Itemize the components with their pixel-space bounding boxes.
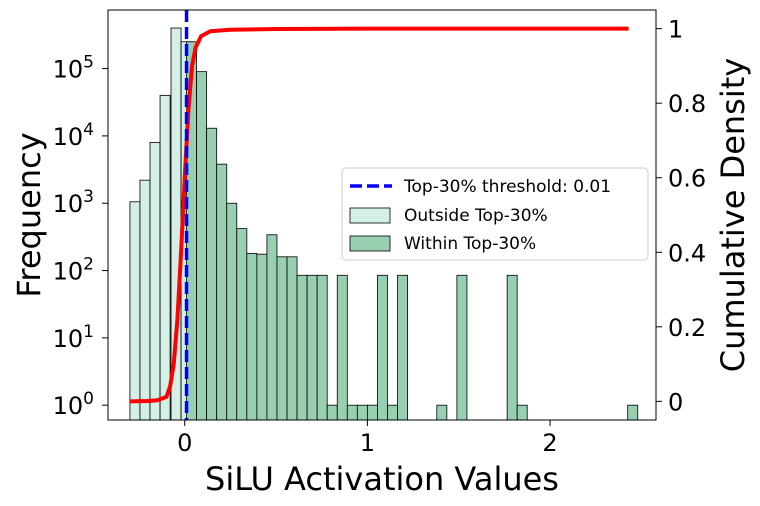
within-bar-19 — [377, 274, 388, 421]
y2-tick-label-0: 0 — [668, 388, 683, 416]
legend-within-swatch — [349, 235, 391, 252]
within-bar-2 — [206, 127, 218, 421]
outside-bar-1 — [139, 179, 151, 421]
within-bar-17 — [356, 404, 368, 421]
within-bar-23 — [456, 274, 468, 421]
cdf-layer — [129, 26, 629, 404]
within-bar-10 — [286, 256, 298, 421]
outside-bar-0 — [129, 201, 141, 421]
y-tick-label-3: 103 — [53, 187, 94, 218]
within-bar-13 — [316, 274, 328, 421]
plot-frame — [107, 9, 657, 421]
within-bar-25 — [516, 404, 528, 421]
x-tick-label-1: 1 — [360, 429, 375, 457]
y2-tick-label-1: 0.2 — [668, 314, 706, 342]
within-bar-24 — [506, 274, 518, 421]
x-axis-ticks: 0 1 2 — [177, 420, 558, 457]
y-tick-label-5: 105 — [53, 53, 94, 84]
within-bar-6 — [246, 252, 258, 421]
legend-label-within: Within Top-30% — [404, 234, 536, 254]
x-tick-label-0: 0 — [177, 429, 192, 457]
within-bar-18 — [366, 404, 378, 421]
cumulative-density-line — [129, 26, 629, 404]
y2-tick-label-5: 1 — [668, 16, 683, 44]
within-bar-16 — [346, 404, 358, 421]
y-tick-label-2: 102 — [53, 255, 94, 286]
within-bar-15 — [336, 274, 348, 421]
y-tick-label-0: 100 — [53, 389, 94, 420]
y-axis-ticks: 100 101 102 103 104 105 — [53, 53, 108, 420]
within-bar-5 — [236, 228, 248, 421]
within-bar-1 — [196, 71, 208, 421]
within-bar-7 — [256, 253, 268, 421]
within-bar-21 — [397, 274, 408, 421]
legend-label-outside: Outside Top-30% — [404, 206, 548, 226]
within-bar-22 — [436, 404, 448, 421]
y-tick-label-1: 101 — [53, 322, 94, 353]
within-bar-11 — [296, 274, 308, 421]
legend-label-threshold: Top-30% threshold: 0.01 — [403, 177, 611, 197]
within-bar-12 — [306, 274, 318, 421]
within-bar-14 — [326, 404, 338, 421]
legend: Top-30% threshold: 0.01 Outside Top-30% … — [341, 167, 649, 261]
y-tick-label-4: 104 — [53, 120, 94, 151]
y2-axis-title: Cumulative Density — [714, 58, 752, 372]
within-bar-4 — [226, 202, 238, 421]
y-axis-title: Frequency — [10, 132, 48, 297]
within-bar-9 — [276, 256, 288, 421]
within-bar-3 — [216, 163, 228, 421]
x-axis-title: SiLU Activation Values — [205, 460, 559, 498]
y2-axis-ticks: 0 0.2 0.4 0.6 0.8 1 — [656, 16, 706, 416]
within-bar-20 — [387, 404, 398, 421]
outside-bar-2 — [149, 142, 161, 421]
within-bar-26 — [627, 404, 639, 421]
y2-tick-label-2: 0.4 — [668, 239, 706, 267]
legend-box — [341, 167, 649, 261]
x-tick-label-2: 2 — [542, 429, 557, 457]
outside-bar-3 — [159, 94, 171, 421]
y2-tick-label-3: 0.6 — [668, 165, 706, 193]
bars-layer — [129, 27, 639, 421]
within-bar-8 — [266, 234, 278, 421]
y2-tick-label-4: 0.8 — [668, 90, 706, 118]
legend-outside-swatch — [349, 207, 391, 224]
